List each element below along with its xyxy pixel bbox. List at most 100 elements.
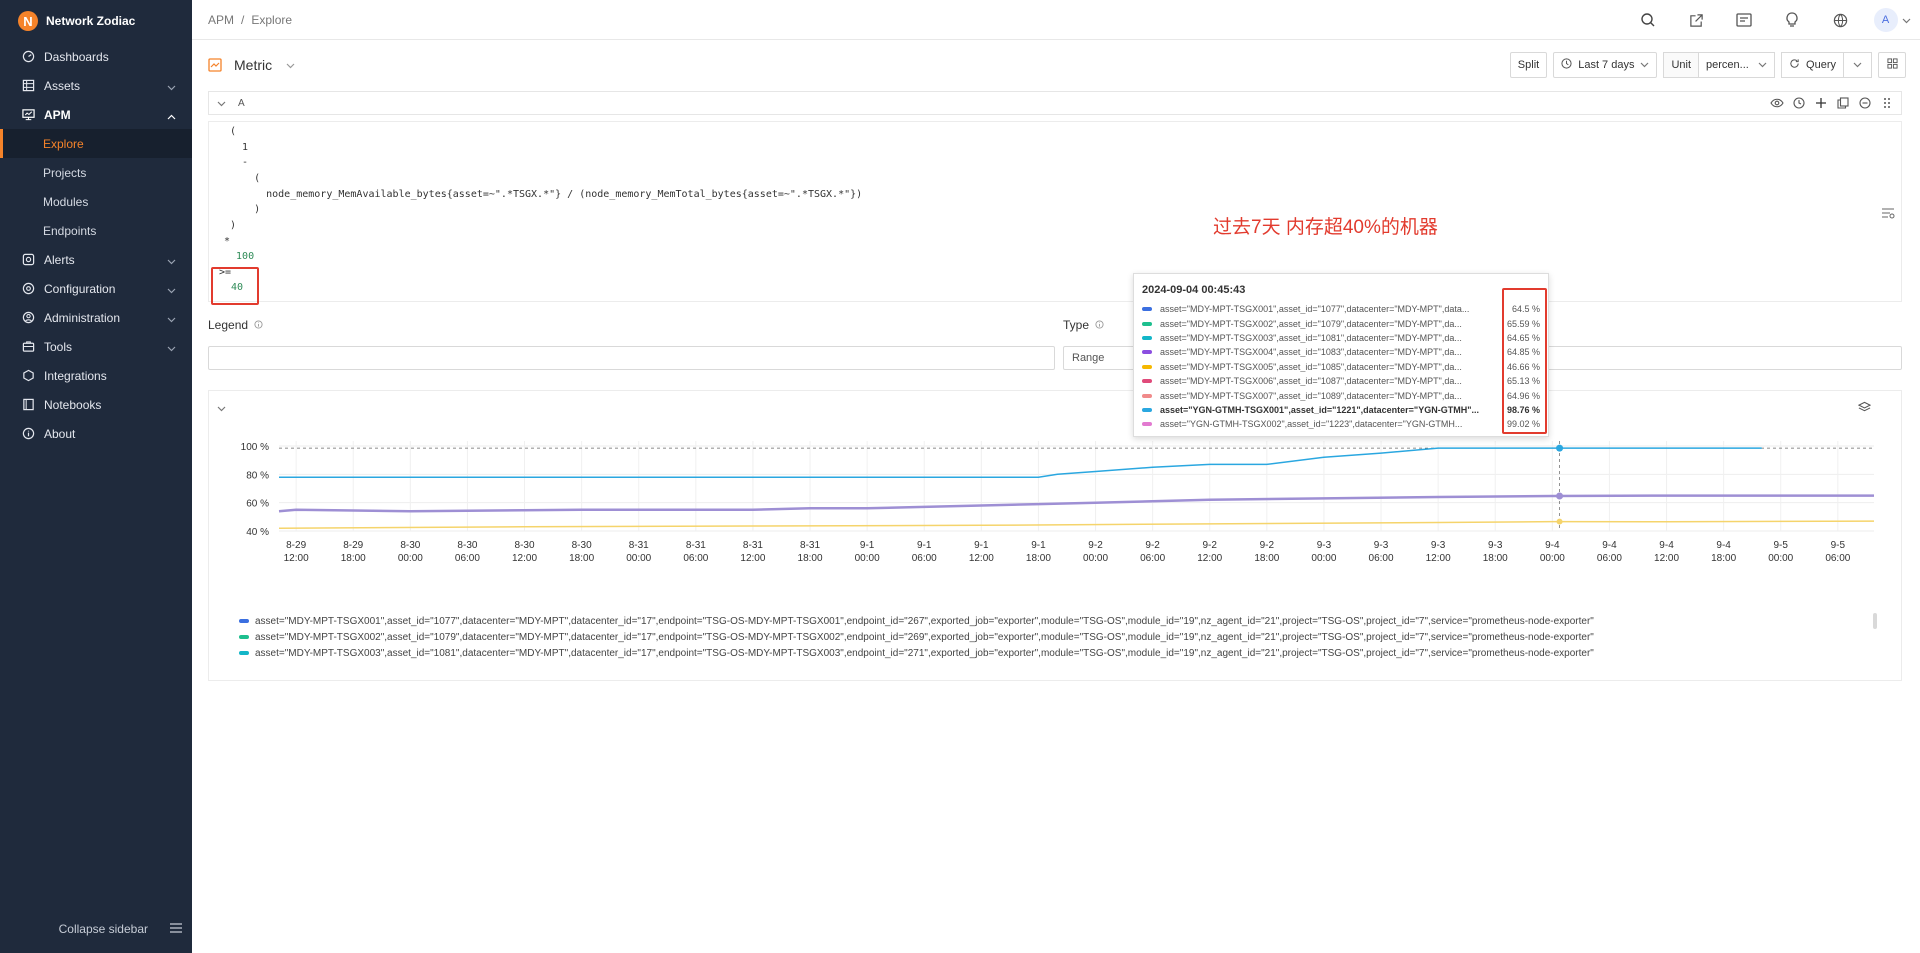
lightbulb-icon[interactable] xyxy=(1768,0,1816,40)
eye-icon[interactable] xyxy=(1769,95,1785,111)
sidebar-nav: Dashboards Assets APM Explore Projects M… xyxy=(0,42,192,448)
x-tick-label: 9-4 xyxy=(1602,540,1617,551)
x-tick-label: 8-29 xyxy=(286,540,306,551)
x-tick-label: 8-31 xyxy=(800,540,820,551)
tools-icon xyxy=(21,340,35,354)
info-icon[interactable] xyxy=(254,318,263,332)
x-tick-label: 12:00 xyxy=(969,553,994,564)
sidebar-subitem-explore[interactable]: Explore xyxy=(0,129,192,158)
code-line: >= xyxy=(219,267,232,278)
legend-item[interactable]: asset="MDY-MPT-TSGX003",asset_id="1081",… xyxy=(239,645,1859,661)
x-tick-label: 9-3 xyxy=(1374,540,1389,551)
chart-legend: asset="MDY-MPT-TSGX001",asset_id="1077",… xyxy=(239,613,1859,661)
x-tick-label: 06:00 xyxy=(1825,553,1850,564)
code-line: 40 xyxy=(219,282,244,293)
legend-input[interactable] xyxy=(208,346,1055,370)
legend-item[interactable]: asset="MDY-MPT-TSGX002",asset_id="1079",… xyxy=(239,629,1859,645)
sidebar-item-assets[interactable]: Assets xyxy=(0,71,192,100)
notebook-icon xyxy=(21,398,35,412)
breadcrumb-parent[interactable]: APM xyxy=(208,12,235,27)
tooltip-label: asset="MDY-MPT-TSGX007",asset_id="1089",… xyxy=(1160,390,1462,401)
sidebar-item-notebooks[interactable]: Notebooks xyxy=(0,390,192,419)
cursor-point xyxy=(1556,518,1563,525)
code-line: node_memory_MemAvailable_bytes{asset=~".… xyxy=(230,189,863,200)
chevron-down-icon[interactable] xyxy=(217,96,226,110)
tooltip-row: asset="YGN-GTMH-TSGX002",asset_id="1223"… xyxy=(1142,417,1542,431)
news-icon[interactable] xyxy=(1720,0,1768,40)
time-range-picker[interactable]: Last 7 days xyxy=(1553,52,1658,78)
chart-tooltip: 2024-09-04 00:45:43 asset="MDY-MPT-TSGX0… xyxy=(1133,273,1549,437)
sidebar-item-apm[interactable]: APM xyxy=(0,100,192,129)
tooltip-value: 65.59 % xyxy=(1506,318,1540,329)
globe-icon[interactable] xyxy=(1816,0,1864,40)
dashboard-icon xyxy=(21,50,35,64)
chevron-down-icon xyxy=(1758,59,1767,71)
x-tick-label: 9-1 xyxy=(1031,540,1046,551)
chevron-down-icon[interactable] xyxy=(286,58,295,72)
external-link-icon[interactable] xyxy=(1672,0,1720,40)
alert-icon xyxy=(21,253,35,267)
unit-select[interactable]: percen... xyxy=(1699,52,1776,78)
datasource-select[interactable]: Metric xyxy=(234,57,273,73)
legend-scrollbar[interactable] xyxy=(1873,613,1877,629)
breadcrumb: APM / Explore xyxy=(192,13,292,27)
remove-icon[interactable] xyxy=(1857,95,1873,111)
refresh-icon xyxy=(1789,58,1800,72)
query-name: A xyxy=(238,97,245,109)
x-tick-label: 18:00 xyxy=(798,553,823,564)
run-query-button[interactable]: Query xyxy=(1781,52,1844,78)
user-menu[interactable]: A xyxy=(1864,0,1920,40)
info-icon[interactable] xyxy=(1095,318,1104,332)
plus-icon[interactable] xyxy=(1813,95,1829,111)
tooltip-swatch xyxy=(1142,350,1152,355)
legend-item[interactable]: asset="MDY-MPT-TSGX001",asset_id="1077",… xyxy=(239,613,1859,629)
sidebar-subitem-projects[interactable]: Projects xyxy=(43,165,87,180)
x-tick-label: 9-2 xyxy=(1203,540,1218,551)
x-tick-label: 9-2 xyxy=(1145,540,1160,551)
chevron-down-icon xyxy=(167,341,176,355)
tooltip-swatch xyxy=(1142,364,1152,369)
sidebar-item-alerts[interactable]: Alerts xyxy=(0,245,192,274)
sidebar-item-label: Tools xyxy=(44,339,73,354)
tooltip-row: asset="MDY-MPT-TSGX006",asset_id="1087",… xyxy=(1142,374,1542,388)
chevron-down-icon[interactable] xyxy=(217,401,226,415)
tooltip-value: 65.13 % xyxy=(1506,376,1540,387)
menu-icon xyxy=(170,922,182,936)
sidebar-item-integrations[interactable]: Integrations xyxy=(0,361,192,390)
chevron-down-icon xyxy=(1853,59,1862,71)
brand[interactable]: N Network Zodiac xyxy=(0,0,192,42)
tooltip-label: asset="MDY-MPT-TSGX006",asset_id="1087",… xyxy=(1160,376,1462,387)
sidebar-item-about[interactable]: About xyxy=(0,419,192,448)
x-tick-label: 00:00 xyxy=(398,553,423,564)
x-tick-label: 12:00 xyxy=(740,553,765,564)
time-range-label: Last 7 days xyxy=(1578,59,1635,71)
query-editor[interactable]: ( 1 - ( node_memory_MemAvailable_bytes{a… xyxy=(208,121,1902,305)
series-line xyxy=(278,520,1875,529)
history-icon[interactable] xyxy=(1791,95,1807,111)
chevron-up-icon xyxy=(167,109,176,123)
sidebar-subitem-modules[interactable]: Modules xyxy=(43,194,89,209)
drag-handle-icon[interactable] xyxy=(1879,95,1895,111)
collapse-sidebar-button[interactable]: Collapse sidebar xyxy=(0,905,192,953)
format-icon[interactable] xyxy=(1881,207,1895,221)
search-icon[interactable] xyxy=(1624,0,1672,40)
sidebar-item-administration[interactable]: Administration xyxy=(0,303,192,332)
unit-label: Unit xyxy=(1663,52,1700,78)
sidebar: N Network Zodiac Dashboards Assets APM E… xyxy=(0,0,192,953)
time-series-chart[interactable]: 100 % 80 % 60 % 40 % 8-29 12:00 8-29 18:00 8-30 0… xyxy=(209,391,1903,682)
layout-button[interactable] xyxy=(1878,52,1906,78)
x-tick-label: 8-30 xyxy=(572,540,592,551)
sidebar-subitem-endpoints[interactable]: Endpoints xyxy=(43,223,97,238)
copy-icon[interactable] xyxy=(1835,95,1851,111)
sidebar-item-dashboards[interactable]: Dashboards xyxy=(0,42,192,71)
sidebar-item-configuration[interactable]: Configuration xyxy=(0,274,192,303)
layers-icon[interactable] xyxy=(1857,401,1872,416)
split-button[interactable]: Split xyxy=(1509,52,1548,78)
tooltip-swatch xyxy=(1142,422,1152,427)
x-tick-label: 18:00 xyxy=(1483,553,1508,564)
query-options-button[interactable] xyxy=(1844,52,1872,78)
info-icon xyxy=(21,427,35,441)
sidebar-item-tools[interactable]: Tools xyxy=(0,332,192,361)
tooltip-value: 99.02 % xyxy=(1506,419,1540,430)
brand-logo: N xyxy=(18,11,38,31)
